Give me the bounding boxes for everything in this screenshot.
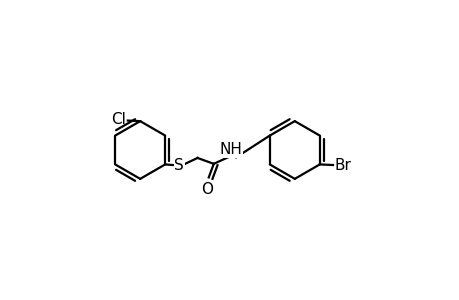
Text: O: O [201, 182, 213, 197]
Text: S: S [174, 158, 184, 173]
Text: Br: Br [334, 158, 351, 172]
Text: Cl: Cl [111, 112, 126, 127]
Text: NH: NH [219, 142, 242, 157]
